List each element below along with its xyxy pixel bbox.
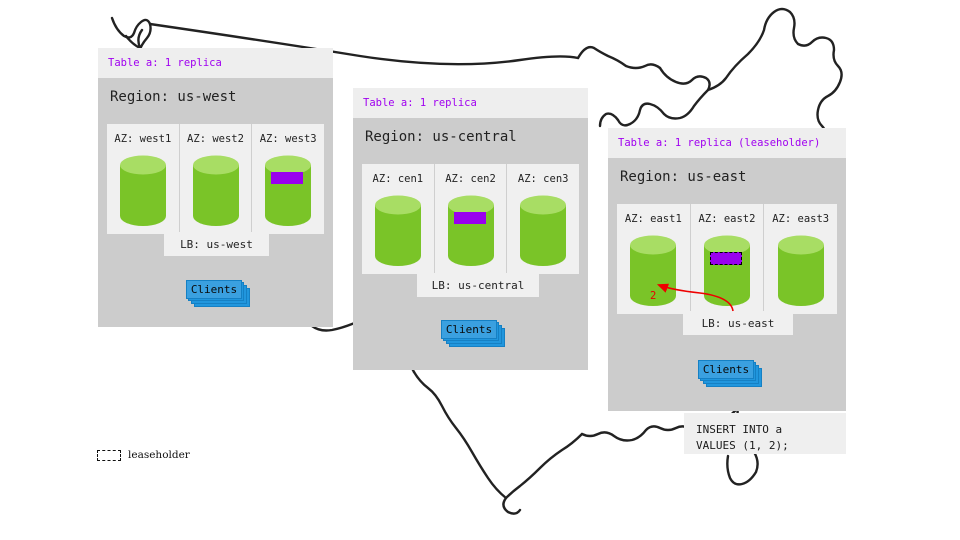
node-cylinder-icon[interactable] [702,234,752,307]
clients-label: Clients [445,323,493,336]
region-panel-us-west: Table a: 1 replica Region: us-west AZ: w… [98,48,333,327]
load-balancer-box[interactable]: LB: us-east [683,311,793,335]
az-label: AZ: cen1 [372,173,424,185]
az-label: AZ: cen2 [445,173,496,185]
az-strip: AZ: west1 AZ: west2 AZ: [107,124,324,234]
clients-stack[interactable]: Clients [186,280,250,307]
az-cell-cen1[interactable]: AZ: cen1 [362,164,435,274]
az-label: AZ: west3 [259,133,317,145]
az-label: AZ: east3 [772,213,830,225]
region-replica-header: Table a: 1 replica [98,48,333,78]
node-cylinder-icon[interactable] [776,234,826,307]
az-cell-east3[interactable]: AZ: east3 [764,204,837,314]
dashed-rect-icon [97,449,121,461]
az-label: AZ: east2 [698,213,756,225]
region-title: Region: us-east [620,169,747,185]
replica-marker [271,172,304,184]
replica-marker [453,212,486,224]
az-cell-west2[interactable]: AZ: west2 [180,124,253,234]
az-cell-east2[interactable]: AZ: east2 [691,204,765,314]
node-cylinder-icon[interactable] [118,154,168,227]
az-strip: AZ: cen1 AZ: cen2 [362,164,579,274]
clients-button[interactable]: Clients [698,360,754,379]
clients-stack[interactable]: Clients [441,320,505,347]
sql-statement-box: INSERT INTO a VALUES (1, 2); [684,413,846,454]
node-cylinder-icon[interactable] [373,194,423,267]
leaseholder-marker [710,252,742,265]
node-cylinder-icon[interactable] [446,194,496,267]
az-label: AZ: west1 [114,133,172,145]
load-balancer-label: LB: us-west [180,237,253,251]
region-panel-us-central: Table a: 1 replica Region: us-central AZ… [353,88,588,370]
region-title: Region: us-central [365,129,517,145]
region-title: Region: us-west [110,89,237,105]
clients-button[interactable]: Clients [186,280,242,299]
az-label: AZ: east1 [624,213,682,225]
legend-label: leaseholder [128,449,190,461]
node-cylinder-icon[interactable] [518,194,568,267]
az-cell-cen3[interactable]: AZ: cen3 [507,164,579,274]
region-replica-header: Table a: 1 replica (leaseholder) [608,128,846,158]
az-label: AZ: west2 [187,133,244,145]
clients-stack[interactable]: Clients [698,360,762,387]
clients-label: Clients [190,283,238,296]
load-balancer-box[interactable]: LB: us-central [417,273,539,297]
load-balancer-label: LB: us-east [701,316,775,330]
az-cell-west3[interactable]: AZ: west3 [252,124,324,234]
region-panel-us-east: Table a: 1 replica (leaseholder) Region:… [608,128,846,411]
clients-label: Clients [702,363,750,376]
az-cell-cen2[interactable]: AZ: cen2 [435,164,508,274]
az-label: AZ: cen3 [517,173,569,185]
clients-button[interactable]: Clients [441,320,497,339]
load-balancer-label: LB: us-central [431,278,525,292]
node-cylinder-icon[interactable] [263,154,313,227]
az-cell-west1[interactable]: AZ: west1 [107,124,180,234]
legend: leaseholder [97,449,190,461]
node-cylinder-icon[interactable] [191,154,241,227]
region-replica-header: Table a: 1 replica [353,88,588,118]
arrow-step-label: 2 [650,290,657,302]
load-balancer-box[interactable]: LB: us-west [164,232,269,256]
